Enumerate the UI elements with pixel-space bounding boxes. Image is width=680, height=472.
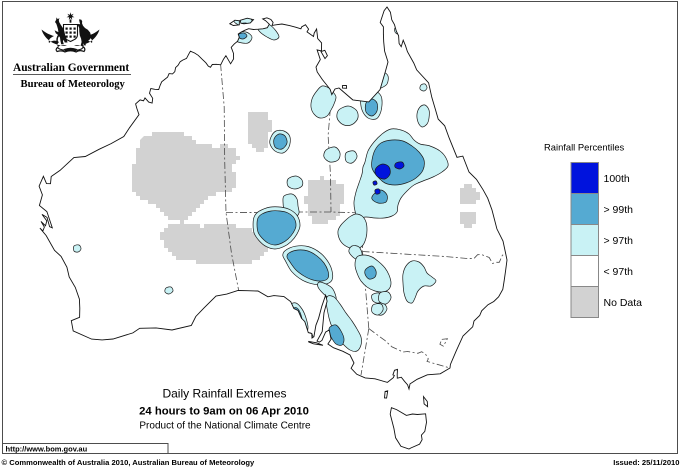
svg-text:No Data: No Data [604,297,643,309]
svg-text:Australian Government: Australian Government [13,62,129,74]
svg-text:100th: 100th [604,173,630,185]
svg-text:Bureau of Meteorology: Bureau of Meteorology [21,79,126,90]
svg-text:< 97th: < 97th [604,266,634,278]
svg-text:> 97th: > 97th [604,235,634,247]
svg-text:Issued: 25/11/2010: Issued: 25/11/2010 [613,458,679,467]
svg-text:Daily Rainfall Extremes: Daily Rainfall Extremes [162,387,286,401]
svg-text:http://www.bom.gov.au: http://www.bom.gov.au [6,445,88,454]
svg-text:Product of the National Climat: Product of the National Climate Centre [139,421,311,432]
svg-text:> 99th: > 99th [604,204,634,216]
svg-text:24 hours to 9am on 06 Apr 2010: 24 hours to 9am on 06 Apr 2010 [139,406,309,418]
svg-text:Rainfall Percentiles: Rainfall Percentiles [544,142,625,153]
svg-text:© Commonwealth of Australia 20: © Commonwealth of Australia 2010, Austra… [2,458,255,467]
